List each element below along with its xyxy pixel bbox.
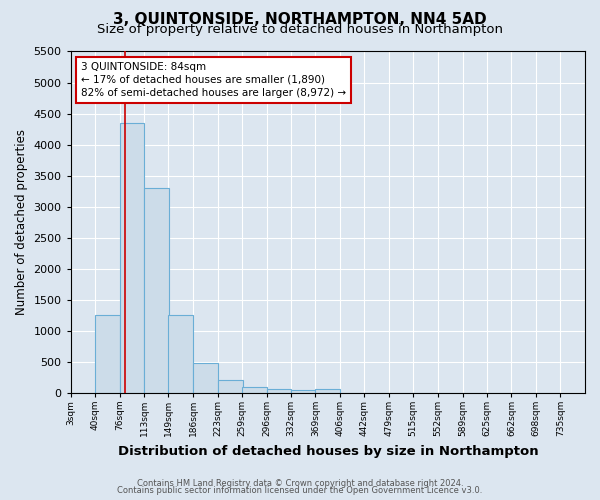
Bar: [119, 123, 144, 393]
Text: Size of property relative to detached houses in Northampton: Size of property relative to detached ho…: [97, 22, 503, 36]
Text: Contains HM Land Registry data © Crown copyright and database right 2024.: Contains HM Land Registry data © Crown c…: [137, 478, 463, 488]
Text: 3 QUINTONSIDE: 84sqm
← 17% of detached houses are smaller (1,890)
82% of semi-de: 3 QUINTONSIDE: 84sqm ← 17% of detached h…: [81, 62, 346, 98]
Bar: [291, 390, 316, 393]
X-axis label: Distribution of detached houses by size in Northampton: Distribution of detached houses by size …: [118, 444, 538, 458]
Bar: [218, 380, 242, 393]
Bar: [316, 389, 340, 393]
Text: 3, QUINTONSIDE, NORTHAMPTON, NN4 5AD: 3, QUINTONSIDE, NORTHAMPTON, NN4 5AD: [113, 12, 487, 28]
Y-axis label: Number of detached properties: Number of detached properties: [15, 129, 28, 315]
Bar: [266, 389, 292, 393]
Bar: [193, 363, 218, 393]
Bar: [242, 388, 266, 393]
Text: Contains public sector information licensed under the Open Government Licence v3: Contains public sector information licen…: [118, 486, 482, 495]
Bar: [144, 188, 169, 393]
Bar: [95, 316, 120, 393]
Bar: [169, 316, 193, 393]
